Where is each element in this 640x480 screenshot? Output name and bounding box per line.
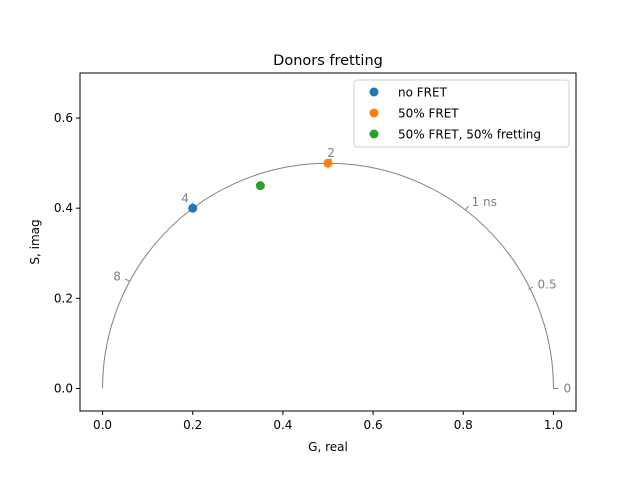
- y-tick-label: 0.6: [54, 111, 73, 125]
- lifetime-tick: [528, 286, 534, 290]
- y-axis: 0.0 0.2 0.4 0.6: [54, 111, 80, 395]
- y-tick-label: 0.0: [54, 381, 73, 395]
- legend-marker: [369, 108, 379, 118]
- legend-box: [353, 79, 570, 148]
- x-tick-label: 0.0: [93, 418, 112, 432]
- lifetime-label: 0.5: [538, 278, 557, 292]
- legend-label: 50% FRET, 50% fretting: [398, 128, 541, 142]
- y-axis-label: S, imag: [28, 219, 42, 264]
- legend: no FRET 50% FRET 50% FRET, 50% fretting: [353, 79, 570, 148]
- x-tick-label: 0.2: [183, 418, 202, 432]
- x-tick-label: 0.4: [273, 418, 292, 432]
- y-tick-label: 0.2: [54, 291, 73, 305]
- legend-label: 50% FRET: [398, 107, 459, 121]
- x-tick-label: 1.0: [544, 418, 563, 432]
- lifetime-label: 4: [181, 192, 189, 206]
- chart-title: Donors fretting: [273, 53, 383, 69]
- lifetime-label: 1 ns: [472, 195, 497, 209]
- legend-marker: [369, 87, 379, 97]
- plot-frame: [79, 72, 577, 412]
- y-tick-label: 0.4: [54, 201, 73, 215]
- lifetime-tick: [125, 278, 130, 282]
- plot-content: 0 0.5 1 ns 2 4 8: [102, 146, 571, 395]
- legend-label: no FRET: [398, 86, 448, 100]
- lifetime-label: 2: [327, 146, 335, 160]
- data-point: [323, 158, 333, 168]
- lifetime-tick: [465, 205, 469, 211]
- data-point: [255, 181, 265, 191]
- lifetime-label: 0: [563, 381, 571, 395]
- x-axis: 0.0 0.2 0.4 0.6 0.8 1.0: [93, 411, 563, 432]
- lifetime-label: 8: [113, 270, 121, 284]
- x-axis-label: G, real: [308, 440, 348, 454]
- x-tick-label: 0.8: [454, 418, 473, 432]
- legend-marker: [369, 129, 379, 139]
- x-tick-label: 0.6: [364, 418, 383, 432]
- data-point: [188, 203, 198, 213]
